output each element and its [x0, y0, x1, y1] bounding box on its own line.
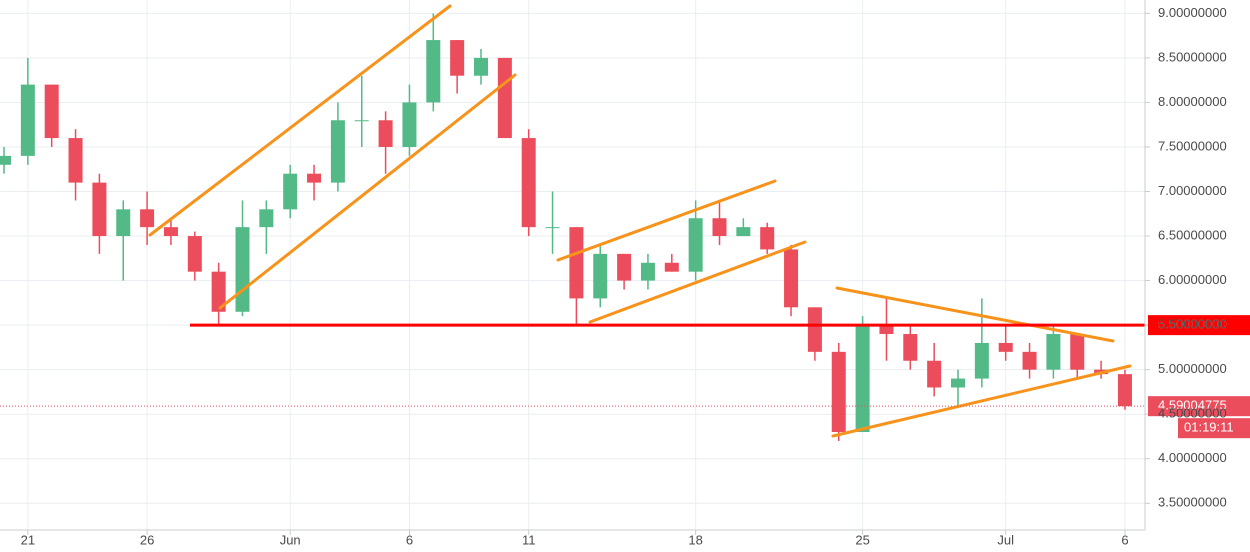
- x-tick-label: 11: [522, 532, 536, 547]
- candle-body: [521, 138, 536, 228]
- candle-body: [1117, 374, 1132, 407]
- candle-body: [998, 342, 1013, 352]
- candle-body: [1022, 351, 1037, 370]
- candle-body: [736, 227, 751, 237]
- candle-body: [712, 218, 727, 237]
- candle-body: [640, 262, 655, 281]
- candle-body: [760, 227, 775, 250]
- candle-body: [402, 102, 417, 147]
- candle-body: [879, 325, 894, 335]
- level-label: 5.50000000: [1158, 317, 1227, 332]
- candle-body: [163, 227, 178, 237]
- x-tick-label: Jun: [280, 532, 301, 547]
- candle-body: [927, 360, 942, 388]
- candle-body: [330, 120, 345, 183]
- candle-body: [450, 40, 465, 76]
- candle-body: [1070, 334, 1085, 370]
- candle-body: [0, 155, 11, 165]
- trend-line: [835, 286, 1115, 343]
- candle-body: [235, 227, 250, 312]
- candle-body: [68, 138, 83, 183]
- candle-body: [617, 253, 632, 281]
- y-tick-label: 5.00000000: [1158, 361, 1227, 376]
- candle-body: [497, 57, 512, 139]
- candle-body: [378, 120, 393, 147]
- candle-body: [951, 378, 965, 388]
- candle-body: [20, 84, 35, 156]
- x-tick-label: 6: [1121, 532, 1128, 547]
- candle-body: [974, 342, 989, 379]
- countdown-box: [1178, 418, 1250, 439]
- candle-body: [44, 84, 59, 139]
- trend-line: [148, 4, 452, 237]
- candle-body: [116, 209, 131, 237]
- candle-body: [1046, 334, 1061, 370]
- level-label-box: [1148, 315, 1250, 336]
- candle-body: [807, 307, 822, 352]
- x-tick-label: 6: [406, 532, 413, 547]
- candle-body: [831, 351, 846, 433]
- y-tick-label: 4.50000000: [1158, 406, 1227, 421]
- candle-body: [855, 325, 870, 433]
- x-tick-label: 26: [140, 532, 154, 547]
- trend-line: [218, 73, 517, 310]
- last-price-label: 4.59004775: [1158, 398, 1227, 413]
- countdown-label: 01:19:11: [1184, 420, 1234, 435]
- y-tick-label: 7.00000000: [1158, 183, 1227, 198]
- candle-body: [283, 173, 298, 210]
- candle-body: [307, 173, 322, 183]
- trend-lines: [148, 4, 1132, 438]
- candle-body: [426, 40, 441, 103]
- trend-line: [556, 179, 777, 262]
- candles: [0, 13, 1132, 441]
- candle-body: [664, 262, 679, 272]
- y-tick-label: 7.50000000: [1158, 138, 1227, 153]
- candle-body: [354, 120, 369, 122]
- last-price-box: [1148, 396, 1250, 417]
- x-tick-label: Jul: [997, 532, 1014, 547]
- y-tick-label: 3.50000000: [1158, 495, 1227, 510]
- candle-body: [140, 209, 155, 228]
- candle-body: [784, 249, 799, 308]
- x-tick-label: 18: [688, 532, 702, 547]
- candle-body: [545, 227, 560, 229]
- overlay: 5.50000000 4.59004775 01:19:11: [0, 315, 1250, 439]
- candle-body: [903, 334, 918, 361]
- x-tick-label: 21: [21, 532, 35, 547]
- candle-body: [187, 236, 202, 272]
- x-tick-label: 25: [855, 532, 869, 547]
- candle-body: [259, 209, 274, 228]
- trend-line: [831, 364, 1132, 438]
- candle-body: [593, 253, 608, 299]
- y-tick-label: 8.00000000: [1158, 94, 1227, 109]
- candle-body: [474, 57, 488, 76]
- trend-line: [588, 240, 807, 324]
- y-tick-label: 5.50000000: [1158, 317, 1227, 332]
- y-tick-label: 9.00000000: [1158, 5, 1227, 20]
- y-tick-label: 4.00000000: [1158, 450, 1227, 465]
- candle-body: [569, 227, 584, 299]
- candle-body: [92, 182, 107, 237]
- candle-body: [688, 218, 703, 272]
- y-tick-label: 6.00000000: [1158, 272, 1227, 287]
- y-tick-label: 8.50000000: [1158, 49, 1227, 64]
- candle-body: [211, 271, 226, 312]
- y-tick-label: 6.50000000: [1158, 227, 1227, 242]
